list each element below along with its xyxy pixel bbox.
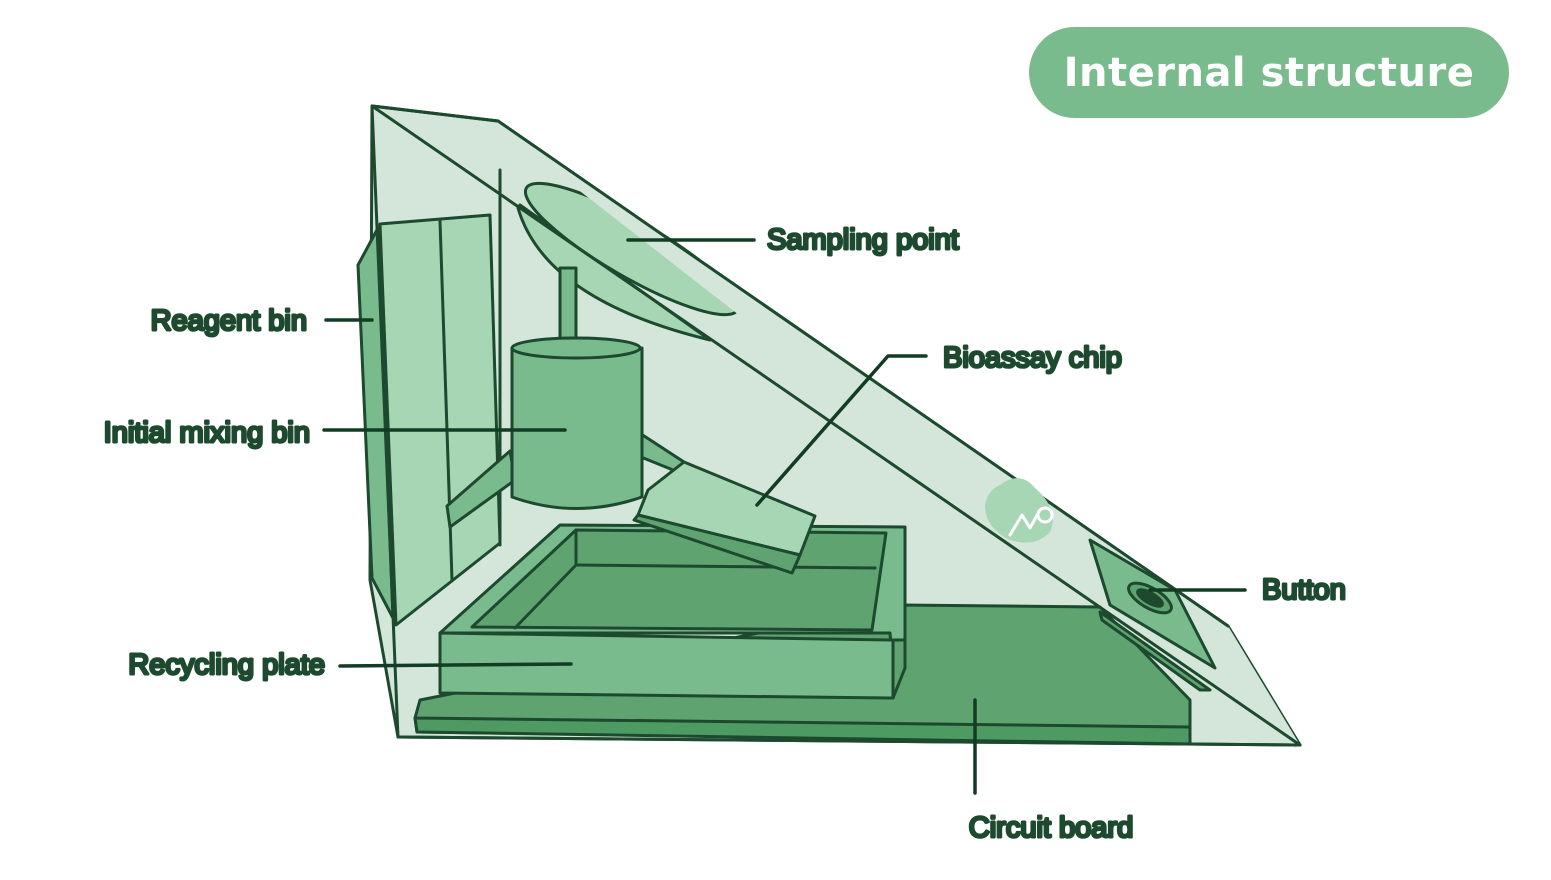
label-bioassay-chip: Bioassay chip [943, 342, 1122, 374]
initial-mixing-bin [510, 346, 644, 510]
button-ring [1136, 588, 1164, 608]
shell-right-edge [496, 119, 1230, 628]
recycling-plate-inner-edge [513, 563, 578, 630]
shell-bottom-edge [396, 735, 1302, 747]
shell-top-edge [370, 104, 500, 123]
page-title: Internal structure [1063, 49, 1475, 96]
recycling-plate-inner-edge [574, 563, 877, 570]
label-initial-mixing-bin: Initial mixing bin [104, 417, 310, 449]
shell-slope [495, 121, 1300, 748]
leader-bioassay-chip [755, 354, 928, 507]
bioassay-chip [636, 460, 817, 557]
title-badge: Internal structure [1029, 27, 1509, 118]
leader-recycling-plate [338, 662, 573, 668]
label-circuit-board: Circuit board [969, 812, 1133, 844]
shell-slope-edge [370, 104, 1302, 747]
shell-left-edge [370, 104, 400, 739]
label-reagent-bin: Reagent bin [151, 305, 307, 337]
bioassay-chip-edge [632, 513, 802, 575]
callout-lines [322, 238, 1247, 795]
logo-emblem [985, 478, 1054, 543]
label-recycling-plate: Recycling plate [128, 649, 325, 681]
mixing-bin-top [510, 336, 642, 360]
label-sampling-point: Sampling point [767, 224, 959, 256]
button-plate-edge [1098, 610, 1212, 692]
label-button: Button [1262, 574, 1346, 606]
recycling-plate-side [891, 638, 907, 700]
